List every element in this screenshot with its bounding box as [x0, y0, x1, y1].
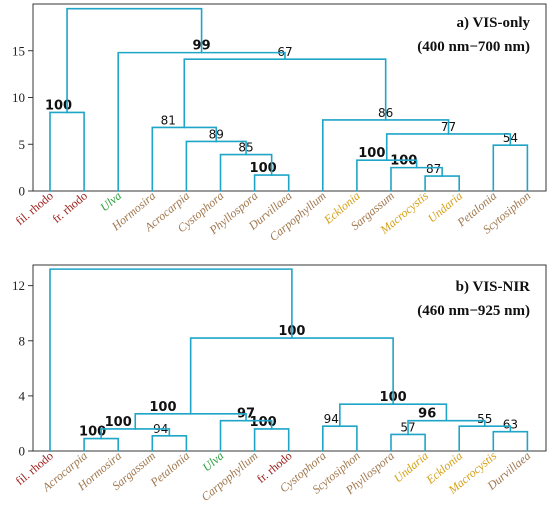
y-tick-label: 5 [19, 137, 26, 152]
dendrogram-branch [185, 140, 247, 192]
dendrogram-branch [407, 419, 486, 436]
dendrogram-branch [253, 428, 290, 452]
dendrogram-branch [49, 268, 293, 452]
y-tick-label: 8 [19, 333, 26, 348]
bootstrap-support-label: 100 [149, 400, 176, 415]
dendrogram-branch [492, 430, 529, 452]
dendrogram-branch [183, 58, 387, 129]
dendrogram-branch [424, 175, 460, 192]
bootstrap-support-label: 100 [250, 161, 277, 176]
dendrogram-branch [253, 174, 290, 192]
y-tick-label: 0 [19, 184, 26, 199]
leaf-label: fr. rhodo [49, 189, 90, 226]
dendrogram-branch [322, 425, 358, 452]
plot-frame [32, 3, 547, 192]
leaf-label: Ulva [97, 189, 124, 215]
bootstrap-support-label: 100 [45, 98, 72, 113]
dendrogram-branch [66, 7, 203, 114]
y-tick-label: 12 [12, 278, 25, 293]
leaf-label: Undaria [391, 449, 431, 486]
bootstrap-support-label: 100 [105, 415, 132, 430]
dendrogram-branch [151, 126, 218, 192]
bootstrap-support-label: 94 [324, 412, 339, 426]
dendrogram-branch [189, 337, 394, 415]
dendrogram-branch [49, 111, 85, 192]
bootstrap-support-label: 100 [390, 154, 417, 169]
y-tick-label: 10 [12, 90, 25, 105]
panel-title: a) VIS-only [457, 15, 531, 31]
y-tick-label: 4 [19, 388, 26, 403]
dendrogram-branch [390, 433, 426, 452]
bootstrap-support-label: 87 [426, 162, 441, 176]
bootstrap-support-label: 63 [503, 418, 518, 432]
y-tick-label: 0 [19, 444, 26, 459]
bootstrap-support-label: 100 [358, 146, 385, 161]
bootstrap-support-label: 100 [250, 415, 277, 430]
bootstrap-support-label: 81 [161, 113, 176, 127]
dendrogram-branch [322, 119, 450, 192]
panel-title: b) VIS-NIR [456, 279, 530, 295]
bootstrap-support-label: 100 [79, 425, 106, 440]
y-tick-label: 15 [12, 43, 25, 58]
bootstrap-support-label: 96 [418, 407, 436, 422]
bootstrap-support-label: 55 [477, 412, 492, 426]
leaf-label: Ulva [200, 449, 227, 475]
panel-subtitle: (400 nm−700 nm) [417, 39, 530, 55]
panel-subtitle: (460 nm−925 nm) [417, 303, 530, 319]
panel-a-vis-only: 051015100100858981871001005477866799fil.… [12, 3, 547, 244]
dendrogram-branch [492, 144, 529, 192]
dendrogram-branch [151, 435, 188, 452]
